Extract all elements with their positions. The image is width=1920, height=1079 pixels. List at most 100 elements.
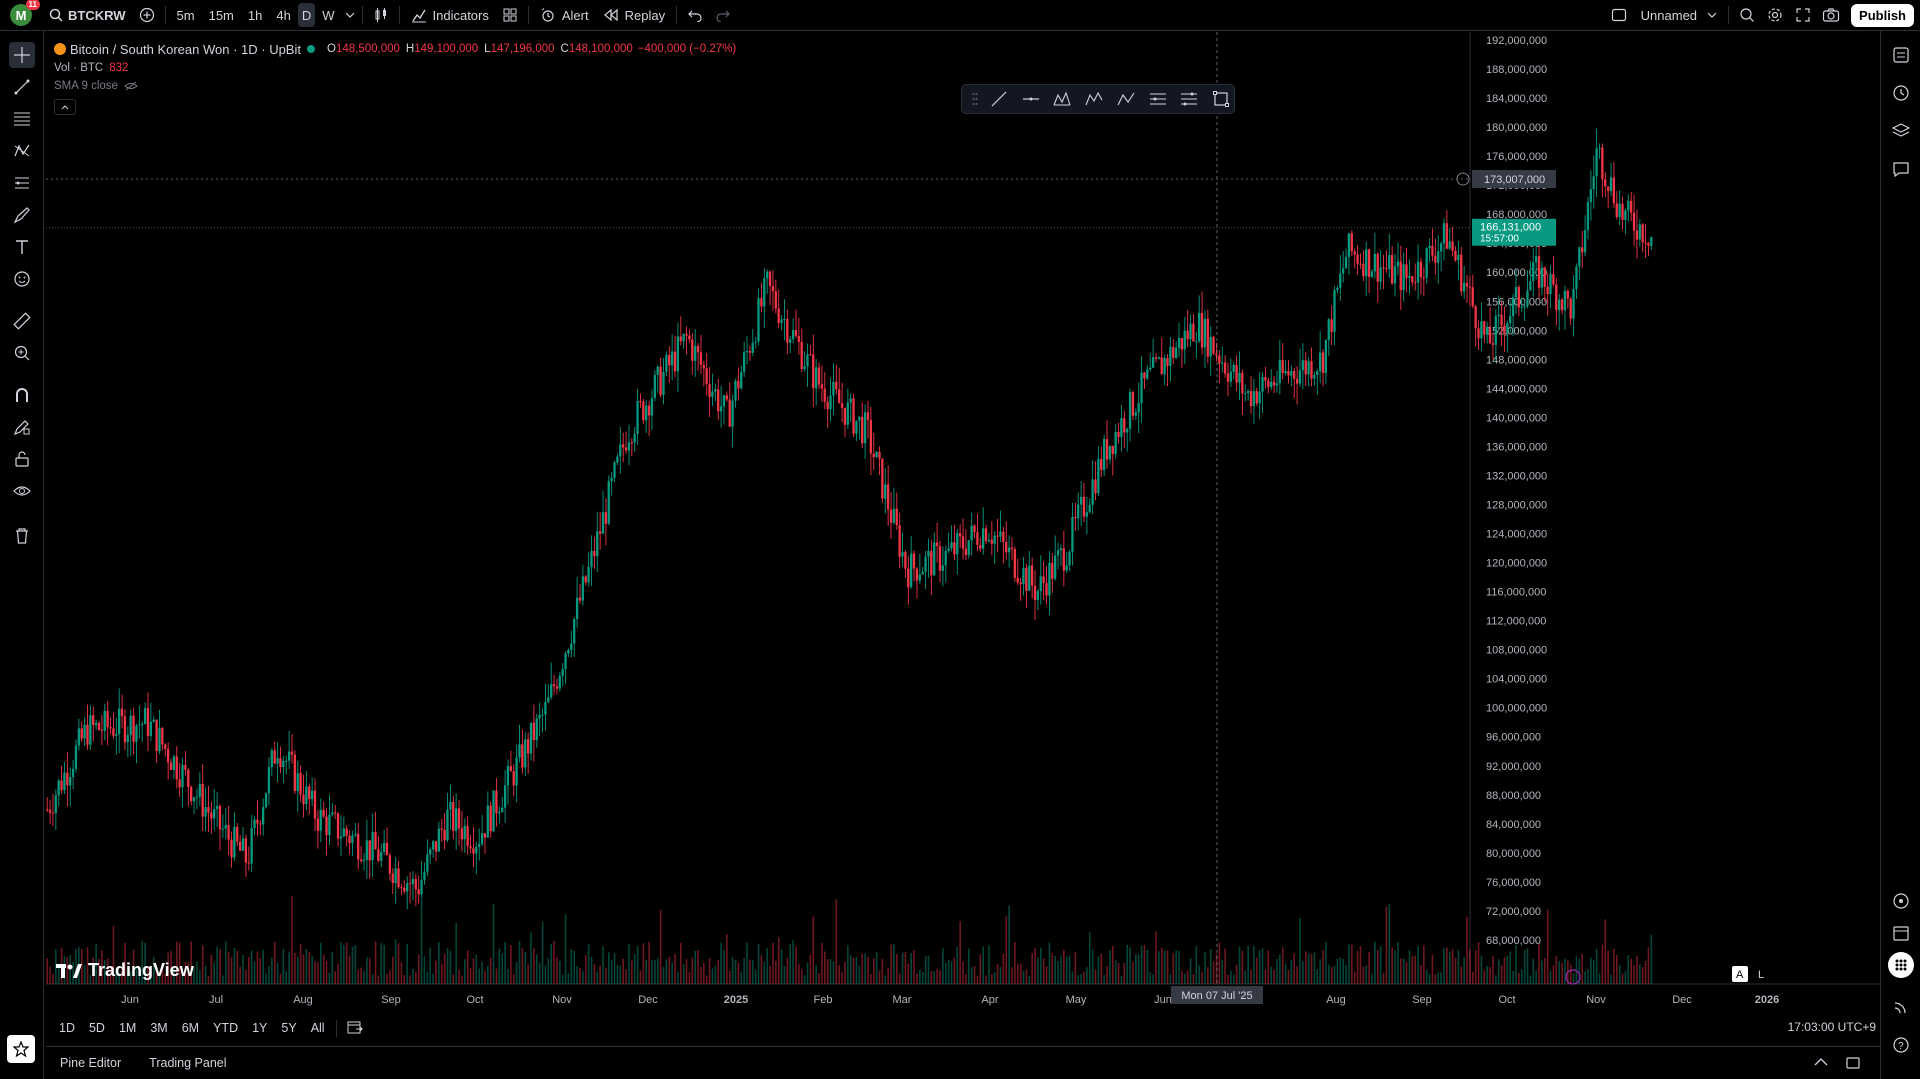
volume-bar xyxy=(775,960,777,984)
candle-body xyxy=(1428,245,1431,249)
layout-button[interactable]: Unnamed xyxy=(1604,3,1724,27)
volume-bar xyxy=(694,950,696,984)
float-trend-line-button[interactable] xyxy=(986,87,1012,111)
alert-button[interactable]: Alert xyxy=(533,3,596,27)
object-tree-button[interactable] xyxy=(1888,118,1914,144)
undo-button[interactable] xyxy=(681,3,709,27)
price-chart[interactable]: 192,000,000 188,000,000 184,000,000 180,000… xyxy=(46,32,1880,1006)
candle-body xyxy=(803,366,806,370)
interval-d[interactable]: D xyxy=(297,3,316,27)
volume-bar xyxy=(740,971,743,984)
hide-drawings-tool[interactable] xyxy=(9,478,35,504)
range-3m[interactable]: 3M xyxy=(150,1021,168,1035)
fib-retracement-tool[interactable] xyxy=(9,106,35,132)
volume-bar xyxy=(518,941,521,984)
templates-button[interactable] xyxy=(496,3,524,27)
brush-tool[interactable] xyxy=(9,202,35,228)
hidden-eye-icon[interactable] xyxy=(124,81,138,91)
user-avatar[interactable]: M 11 xyxy=(10,0,40,26)
watchlist-button[interactable] xyxy=(1888,42,1914,68)
volume-bar xyxy=(936,968,938,984)
remove-drawings-tool[interactable] xyxy=(9,523,35,549)
sma-legend-row[interactable]: SMA 9 close xyxy=(54,77,736,95)
chart-pane[interactable]: 192,000,000 188,000,000 184,000,000 180,000… xyxy=(46,32,1880,1006)
range-5d[interactable]: 5D xyxy=(88,1021,105,1035)
interval-15m[interactable]: 15m xyxy=(208,7,234,23)
interval-4h[interactable]: 4h xyxy=(276,7,291,23)
calendar-button[interactable] xyxy=(1888,920,1914,946)
crosshair-tool[interactable] xyxy=(9,42,35,68)
favorites-button[interactable] xyxy=(7,1035,35,1063)
tradingview-logo[interactable]: TradingView xyxy=(56,960,194,981)
interval-1h[interactable]: 1h xyxy=(247,7,263,23)
symbol-legend-row[interactable]: Bitcoin / South Korean Won · 1D · UpBit … xyxy=(54,39,736,59)
interval-dropdown[interactable] xyxy=(342,3,358,27)
range-1m[interactable]: 1M xyxy=(118,1021,137,1035)
float-pitchfork-button[interactable] xyxy=(1049,87,1075,111)
candle-body xyxy=(590,550,593,567)
range-all[interactable]: All xyxy=(310,1021,325,1035)
text-tool[interactable] xyxy=(9,234,35,260)
lock-drawings-tool[interactable] xyxy=(9,446,35,472)
range-1d[interactable]: 1D xyxy=(59,1021,75,1035)
candle-body xyxy=(374,832,377,850)
candle-body xyxy=(1166,357,1169,366)
candle-body xyxy=(397,868,400,888)
redo-button[interactable] xyxy=(709,3,737,27)
goto-date-button[interactable] xyxy=(335,1019,370,1037)
float-rectangle-button[interactable] xyxy=(1208,87,1234,111)
range-ytd[interactable]: YTD xyxy=(213,1021,239,1035)
tab-trading-panel[interactable]: Trading Panel xyxy=(149,1056,227,1070)
compare-symbol-button[interactable] xyxy=(133,3,161,27)
symbol-search-button[interactable]: BTCKRW xyxy=(42,3,133,27)
candle-body xyxy=(365,840,368,860)
interval-w[interactable]: W xyxy=(322,7,335,23)
trend-line-tool[interactable] xyxy=(9,74,35,100)
float-horizontal-ray-button[interactable] xyxy=(1018,87,1044,111)
legend-collapse-button[interactable] xyxy=(54,99,76,115)
drag-handle-icon[interactable] xyxy=(970,87,980,111)
emoji-tool[interactable] xyxy=(9,266,35,292)
magnet-tool[interactable] xyxy=(9,382,35,408)
patterns-tool[interactable] xyxy=(9,138,35,164)
alerts-panel-button[interactable] xyxy=(1888,80,1914,106)
indicators-button[interactable]: Indicators xyxy=(404,3,496,27)
chevron-up-icon[interactable] xyxy=(1814,1057,1828,1067)
chart-type-button[interactable] xyxy=(367,3,395,27)
help-button[interactable]: ? xyxy=(1888,1032,1914,1058)
forecasting-tool[interactable] xyxy=(9,170,35,196)
publish-button[interactable]: Publish xyxy=(1851,3,1914,27)
chats-button[interactable] xyxy=(1888,156,1914,182)
crosshair-time-label: Mon 07 Jul '25 xyxy=(1181,990,1252,1002)
quick-search-button[interactable] xyxy=(1733,3,1761,27)
tab-pine-editor[interactable]: Pine Editor xyxy=(60,1056,122,1070)
ideas-button[interactable] xyxy=(1888,888,1914,914)
screenshot-button[interactable] xyxy=(1817,3,1845,27)
maximize-panel-icon[interactable] xyxy=(1846,1057,1860,1069)
range-1y[interactable]: 1Y xyxy=(252,1021,268,1035)
time-tick-label: Apr xyxy=(981,994,998,1006)
volume-bar xyxy=(1472,971,1474,984)
timezone-clock[interactable]: 17:03:00 UTC+9 xyxy=(1787,1020,1876,1034)
interval-5m[interactable]: 5m xyxy=(176,7,195,23)
range-6m[interactable]: 6M xyxy=(181,1021,200,1035)
stay-in-drawing-mode-tool[interactable] xyxy=(9,414,35,440)
candle-body xyxy=(1246,390,1250,394)
volume-bar xyxy=(392,956,394,984)
zoom-tool[interactable] xyxy=(9,340,35,366)
float-fib-button[interactable] xyxy=(1145,87,1171,111)
float-abc-button[interactable] xyxy=(1113,87,1139,111)
streams-button[interactable] xyxy=(1888,994,1914,1020)
volume-bar xyxy=(1086,967,1088,984)
volume-legend-row[interactable]: Vol · BTC 832 xyxy=(54,59,736,77)
float-xabcd-button[interactable] xyxy=(1081,87,1107,111)
range-5y[interactable]: 5Y xyxy=(281,1021,297,1035)
apps-button[interactable] xyxy=(1888,952,1914,978)
float-settings-lines-button[interactable] xyxy=(1177,87,1203,111)
volume-bar xyxy=(259,958,262,984)
settings-button[interactable] xyxy=(1761,3,1789,27)
replay-button[interactable]: Replay xyxy=(596,3,672,27)
measure-tool[interactable] xyxy=(9,308,35,334)
fullscreen-button[interactable] xyxy=(1789,3,1817,27)
volume-bar xyxy=(665,959,668,984)
